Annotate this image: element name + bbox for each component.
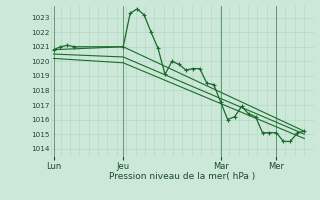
- X-axis label: Pression niveau de la mer( hPa ): Pression niveau de la mer( hPa ): [109, 172, 256, 181]
